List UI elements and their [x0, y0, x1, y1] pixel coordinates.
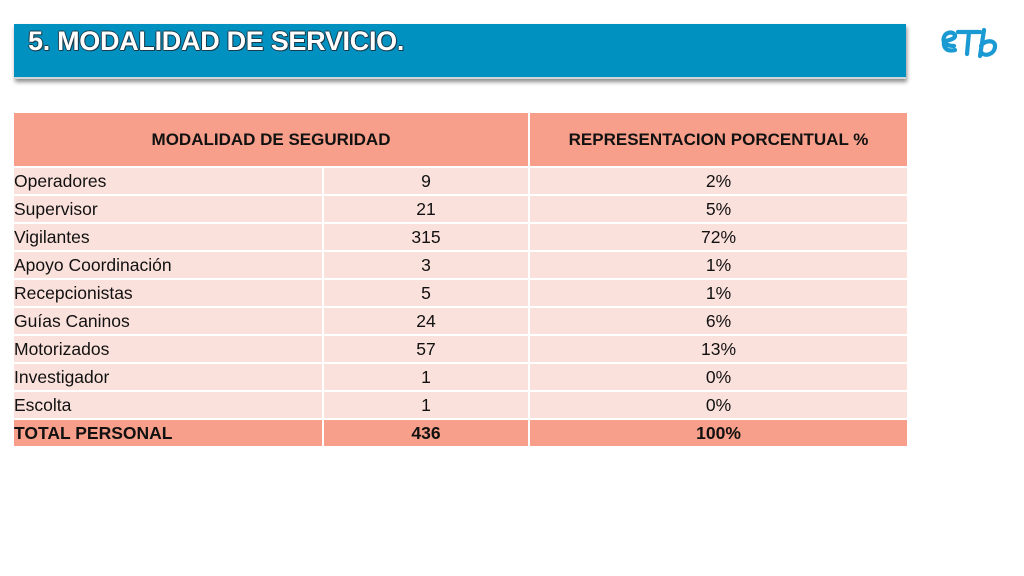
etb-logo-icon [938, 24, 1004, 66]
row-name: Motorizados [12, 334, 324, 364]
row-count: 1 [321, 390, 531, 420]
table-header-row: MODALIDAD DE SEGURIDAD REPRESENTACION PO… [11, 111, 910, 168]
row-name: Apoyo Coordinación [12, 250, 324, 280]
row-name: Operadores [12, 166, 324, 196]
row-name: Supervisor [12, 194, 324, 224]
table-row: Escolta 1 0% [12, 390, 910, 420]
total-row: TOTAL PERSONAL 436 100% [12, 418, 910, 448]
table-row: Supervisor 21 5% [12, 194, 910, 224]
row-count: 315 [321, 222, 531, 252]
row-count: 24 [321, 306, 531, 336]
table-row: Recepcionistas 5 1% [12, 278, 910, 308]
row-name: Vigilantes [12, 222, 324, 252]
row-count: 3 [321, 250, 531, 280]
row-percent: 2% [528, 166, 910, 196]
row-percent: 0% [528, 362, 910, 392]
row-name: Recepcionistas [12, 278, 324, 308]
total-percent: 100% [528, 418, 910, 448]
title-bar: 5. MODALIDAD DE SERVICIO. [14, 24, 906, 79]
row-name: Investigador [12, 362, 324, 392]
table-row: Guías Caninos 24 6% [12, 306, 910, 336]
row-count: 5 [321, 278, 531, 308]
service-table: MODALIDAD DE SEGURIDAD REPRESENTACION PO… [11, 111, 910, 448]
row-count: 9 [321, 166, 531, 196]
table-row: Investigador 1 0% [12, 362, 910, 392]
table-row: Motorizados 57 13% [12, 334, 910, 364]
row-percent: 72% [528, 222, 910, 252]
page-title: 5. MODALIDAD DE SERVICIO. [28, 26, 405, 56]
row-name: Guías Caninos [12, 306, 324, 336]
row-percent: 5% [528, 194, 910, 224]
row-count: 57 [321, 334, 531, 364]
row-percent: 0% [528, 390, 910, 420]
total-label: TOTAL PERSONAL [12, 418, 324, 448]
row-percent: 6% [528, 306, 910, 336]
row-percent: 13% [528, 334, 910, 364]
header-porcentaje: REPRESENTACION PORCENTUAL % [528, 111, 910, 168]
row-count: 1 [321, 362, 531, 392]
table-row: Apoyo Coordinación 3 1% [12, 250, 910, 280]
row-count: 21 [321, 194, 531, 224]
row-percent: 1% [528, 250, 910, 280]
table-row: Vigilantes 315 72% [12, 222, 910, 252]
row-name: Escolta [12, 390, 324, 420]
row-percent: 1% [528, 278, 910, 308]
header-modalidad: MODALIDAD DE SEGURIDAD [11, 111, 531, 168]
table-row: Operadores 9 2% [12, 166, 910, 196]
total-count: 436 [321, 418, 531, 448]
